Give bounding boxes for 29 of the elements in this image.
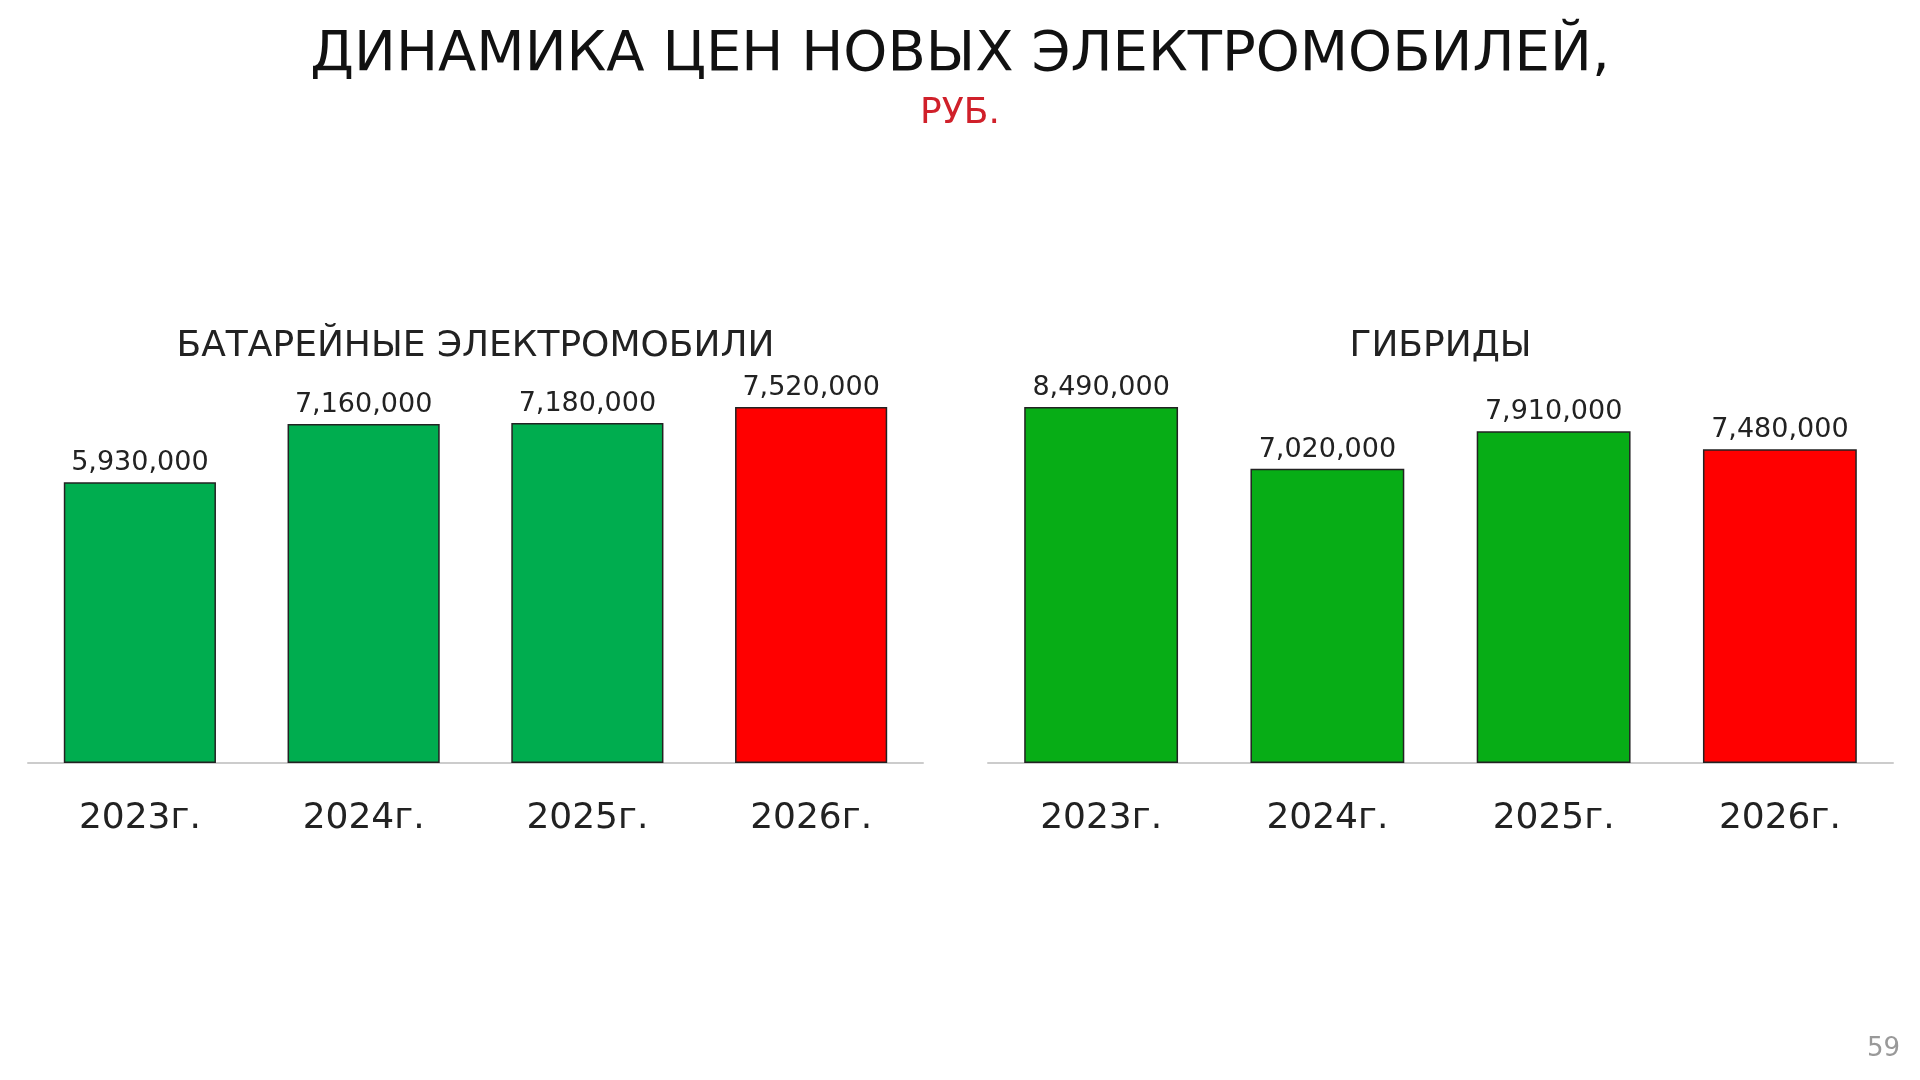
bar xyxy=(735,407,888,763)
data-label: 5,930,000 xyxy=(71,445,209,477)
data-label: 8,490,000 xyxy=(1032,370,1170,401)
chart-title: БАТАРЕЙНЫЕ ЭЛЕКТРОМОБИЛИ xyxy=(176,322,775,364)
bar xyxy=(511,423,664,763)
x-tick-label: 2025г. xyxy=(1492,794,1615,836)
x-tick-label: 2025г. xyxy=(526,794,649,836)
x-tick-label: 2024г. xyxy=(302,794,425,836)
data-label: 7,020,000 xyxy=(1258,431,1397,463)
bar xyxy=(1702,449,1857,763)
bar xyxy=(1024,407,1179,763)
x-tick-label: 2026г. xyxy=(1718,794,1841,836)
text: ДИНАМИКА ЦЕН НОВЫХ ЭЛЕКТРОМОБИЛЕЙ, xyxy=(309,18,1611,83)
chart-title: ГИБРИДЫ xyxy=(1349,322,1532,364)
x-tick-label: 2024г. xyxy=(1266,794,1389,836)
bar xyxy=(63,482,216,763)
data-label: 7,480,000 xyxy=(1711,412,1849,444)
bar xyxy=(1476,431,1631,763)
bar xyxy=(1250,468,1405,763)
x-tick-label: 2026г. xyxy=(750,794,873,836)
x-tick-label: 2023г. xyxy=(78,794,201,836)
data-label: 7,910,000 xyxy=(1484,394,1623,426)
data-label: 7,520,000 xyxy=(742,370,880,401)
x-tick-label: 2023г. xyxy=(1040,794,1163,836)
data-label: 7,160,000 xyxy=(294,387,433,419)
text: 59 xyxy=(1866,1032,1900,1062)
data-label: 7,180,000 xyxy=(518,386,657,418)
text: РУБ. xyxy=(919,90,1001,131)
bar xyxy=(287,424,440,763)
